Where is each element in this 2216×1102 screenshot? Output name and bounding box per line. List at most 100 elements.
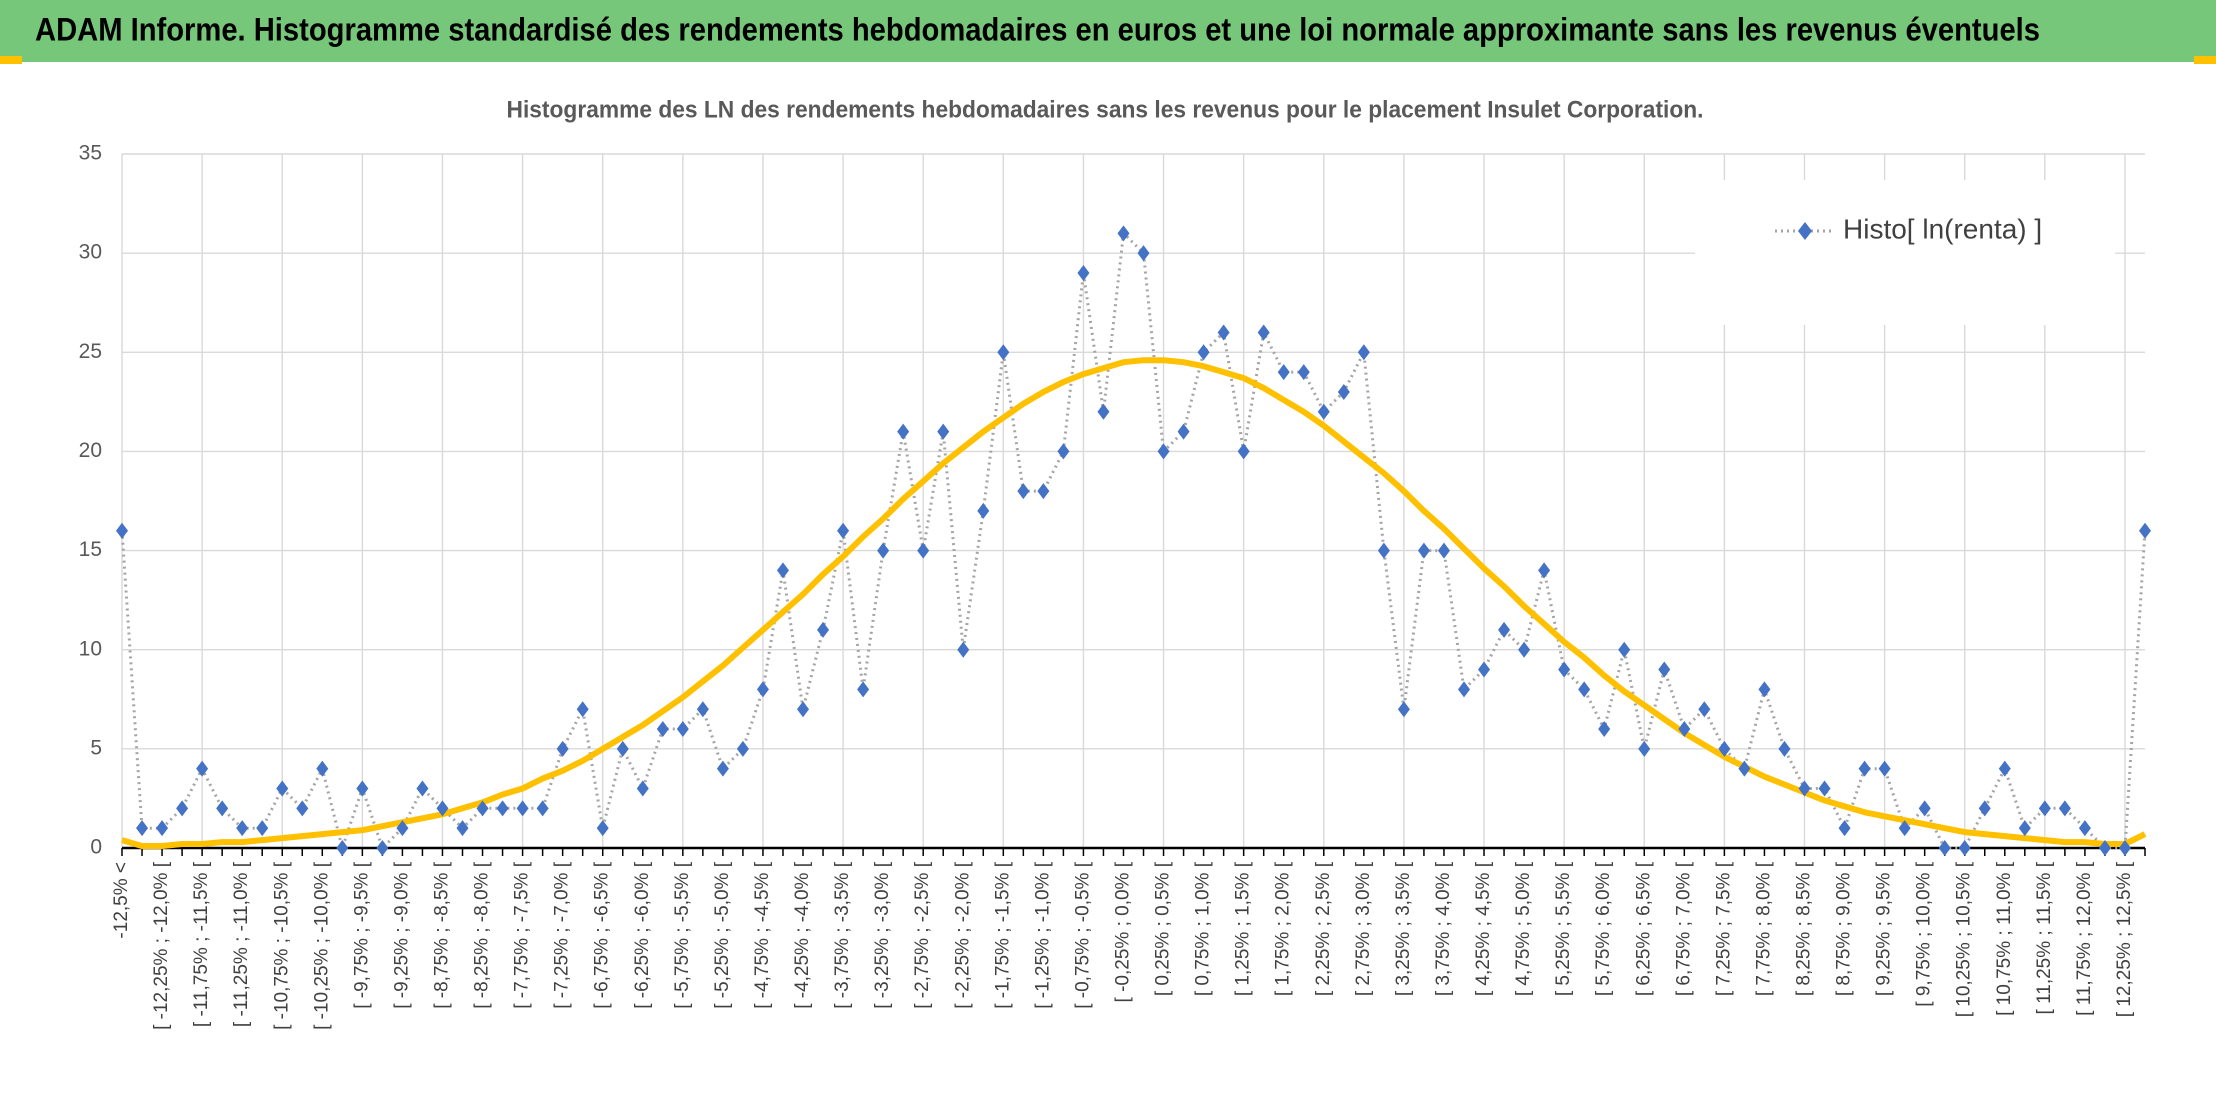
marker xyxy=(997,344,1010,361)
corner xyxy=(2194,56,2216,64)
marker xyxy=(1498,621,1511,638)
y-tick-label: 25 xyxy=(79,340,102,363)
marker xyxy=(1738,760,1751,777)
marker xyxy=(857,681,870,698)
marker xyxy=(1077,264,1090,281)
page-title: ADAM Informe. Histogramme standardisé de… xyxy=(35,11,2040,47)
header-bar xyxy=(0,0,2216,62)
marker xyxy=(2058,800,2071,817)
marker xyxy=(676,721,689,738)
marker xyxy=(2078,820,2091,837)
marker xyxy=(1558,661,1571,678)
x-tick-label: [ 5,75% ; 6,0% [ xyxy=(1593,861,1614,996)
marker xyxy=(977,502,990,519)
marker xyxy=(396,820,409,837)
x-tick-label: [ -4,75% ; -4,5% [ xyxy=(752,861,773,1009)
y-tick-label: 20 xyxy=(79,439,102,462)
marker xyxy=(2118,840,2131,856)
marker xyxy=(1237,443,1250,460)
marker xyxy=(1397,701,1410,718)
marker xyxy=(416,780,429,797)
marker xyxy=(1878,760,1891,777)
x-tick-label: [ 3,75% ; 4,0% [ xyxy=(1433,861,1454,996)
marker xyxy=(1618,641,1631,658)
marker xyxy=(216,800,229,817)
x-tick-label: [ -9,25% ; -9,0% [ xyxy=(391,861,412,1009)
x-tick-label: [ 11,75% ; 12,0% [ xyxy=(2074,861,2095,1016)
marker xyxy=(1317,403,1330,420)
marker xyxy=(636,780,649,797)
x-tick-label: [ -2,25% ; -2,0% [ xyxy=(952,861,973,1009)
marker xyxy=(1457,681,1470,698)
marker xyxy=(1197,344,1210,361)
chart-title: Histogramme des LN des rendements hebdom… xyxy=(507,96,1704,123)
x-tick-label: [ -10,25% ; -10,0% [ xyxy=(311,861,332,1030)
marker xyxy=(877,542,890,559)
marker xyxy=(196,760,209,777)
marker xyxy=(536,800,549,817)
marker xyxy=(696,701,709,718)
x-tick-label: [ 3,25% ; 3,5% [ xyxy=(1393,861,1414,996)
marker xyxy=(1918,800,1931,817)
x-tick-label: [ -4,25% ; -4,0% [ xyxy=(792,861,813,1009)
x-tick-label: [ -2,75% ; -2,5% [ xyxy=(912,861,933,1009)
marker xyxy=(1838,820,1851,837)
x-tick-label: [ -6,75% ; -6,5% [ xyxy=(592,861,613,1009)
x-tick-label: -12,5% < xyxy=(111,862,132,939)
marker xyxy=(1097,403,1110,420)
marker xyxy=(716,760,729,777)
x-tick-label: [ 9,25% ; 9,5% [ xyxy=(1874,861,1895,996)
x-tick-label: [ -12,25% ; -12,0% [ xyxy=(151,861,172,1030)
marker xyxy=(1698,701,1711,718)
marker xyxy=(1037,483,1050,500)
x-tick-label: [ -8,25% ; -8,0% [ xyxy=(472,861,493,1009)
marker xyxy=(656,721,669,738)
marker xyxy=(1998,760,2011,777)
marker xyxy=(797,701,810,718)
x-tick-label: [ 6,25% ; 6,5% [ xyxy=(1633,861,1654,996)
legend-label: Histo[ ln(renta) ] xyxy=(1843,213,2042,244)
marker xyxy=(1337,383,1350,400)
marker xyxy=(516,800,529,817)
y-tick-label: 35 xyxy=(79,142,102,165)
normal-curve xyxy=(121,357,2147,849)
legend-box xyxy=(1695,180,2115,325)
marker xyxy=(817,621,830,638)
marker xyxy=(296,800,309,817)
marker xyxy=(136,820,149,837)
marker xyxy=(1417,542,1430,559)
marker xyxy=(496,800,509,817)
marker xyxy=(1277,364,1290,381)
x-tick-label: [ 10,25% ; 10,5% [ xyxy=(1954,861,1975,1017)
x-tick-label: [ 6,75% ; 7,0% [ xyxy=(1673,861,1694,996)
marker xyxy=(1898,820,1911,837)
x-tick-label: [ 4,75% ; 5,0% [ xyxy=(1513,861,1534,996)
y-tick-label: 30 xyxy=(79,241,102,264)
x-tick-label: [ -7,25% ; -7,0% [ xyxy=(552,861,573,1009)
x-tick-label: [ 8,75% ; 9,0% [ xyxy=(1834,861,1855,996)
marker xyxy=(436,800,449,817)
x-tick-label: [ -8,75% ; -8,5% [ xyxy=(431,861,452,1009)
marker xyxy=(1758,681,1771,698)
marker xyxy=(2098,840,2111,856)
marker xyxy=(1117,225,1130,242)
marker xyxy=(1978,800,1991,817)
marker xyxy=(256,820,269,837)
marker xyxy=(1598,721,1611,738)
x-tick-label: [ -7,75% ; -7,5% [ xyxy=(512,861,533,1009)
marker xyxy=(356,780,369,797)
marker xyxy=(1257,324,1270,341)
x-tick-label: [ 5,25% ; 5,5% [ xyxy=(1553,861,1574,996)
marker xyxy=(2018,820,2031,837)
marker xyxy=(2139,522,2151,539)
marker xyxy=(1157,443,1170,460)
marker xyxy=(736,740,749,757)
x-tick-label: [ 4,25% ; 4,5% [ xyxy=(1473,861,1494,996)
x-tick-label: [ 8,25% ; 8,5% [ xyxy=(1794,861,1815,996)
marker xyxy=(1958,840,1971,856)
x-tick-label: [ -5,25% ; -5,0% [ xyxy=(712,861,733,1009)
marker xyxy=(1377,542,1390,559)
marker xyxy=(1938,840,1951,856)
x-tick-label: [ -6,25% ; -6,0% [ xyxy=(632,861,653,1009)
